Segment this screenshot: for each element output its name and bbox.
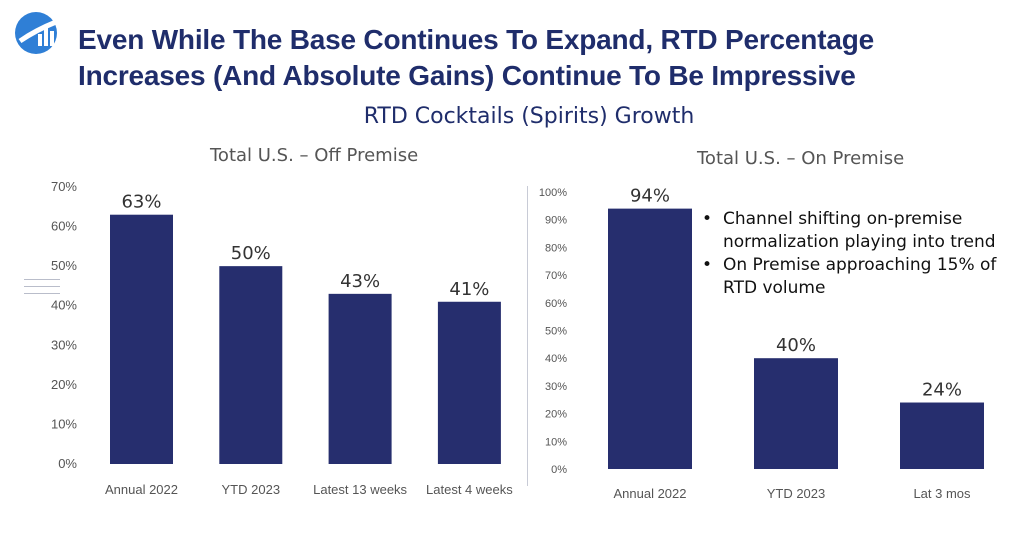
off-premise-category-label: YTD 2023 [222, 482, 281, 497]
key-point-item: • On Premise approaching 15% of RTD volu… [702, 254, 1018, 300]
page-title: Even While The Base Continues To Expand,… [78, 22, 1008, 94]
on-premise-y-tick-label: 10% [545, 436, 567, 448]
key-point-text: On Premise approaching 15% of RTD volume [723, 255, 997, 298]
menu-icon [24, 279, 60, 299]
on-premise-y-tick-label: 60% [545, 298, 567, 310]
off-premise-bar [219, 266, 283, 464]
on-premise-bar [608, 208, 692, 469]
on-premise-y-tick-label: 80% [545, 242, 567, 254]
off-premise-data-label: 43% [340, 271, 380, 292]
on-premise-category-label: Annual 2022 [613, 486, 686, 501]
on-premise-y-tick-label: 70% [545, 270, 567, 282]
page-subtitle: RTD Cocktails (Spirits) Growth [363, 104, 695, 129]
off-premise-data-label: 41% [449, 279, 489, 300]
logo-icon [15, 12, 57, 54]
on-premise-bar [900, 402, 984, 469]
chart-divider [527, 186, 528, 486]
page-title-line-2: Increases (And Absolute Gains) Continue … [78, 60, 856, 91]
on-premise-bar-chart: 0% 10% 20% 30% 40% 50% 60% 70% 80% 90% 100% 94% Annu… [539, 186, 984, 501]
on-premise-category-label: YTD 2023 [767, 486, 826, 501]
off-premise-category-label: Latest 4 weeks [426, 482, 513, 497]
on-premise-y-tick-label: 0% [551, 464, 567, 476]
on-premise-y-tick-label: 100% [539, 187, 567, 199]
on-premise-chart-title: Total U.S. – On Premise [697, 148, 905, 169]
off-premise-bar [328, 293, 392, 464]
bullet-marker: • [702, 209, 713, 229]
off-premise-bar-chart: 0% 10% 20% 30% 40% 50% 60% 70% 63% Annual 2022 50%… [51, 179, 513, 497]
on-premise-y-tick-label: 30% [545, 381, 567, 393]
off-premise-data-label: 50% [231, 243, 271, 264]
off-premise-y-tick-label: 70% [51, 179, 77, 194]
on-premise-bar [754, 358, 838, 469]
on-premise-y-tick-label: 90% [545, 215, 567, 227]
bullet-marker: • [702, 255, 713, 275]
key-points-list: • Channel shifting on-premise normalizat… [702, 208, 1018, 300]
off-premise-category-label: Latest 13 weeks [313, 482, 407, 497]
off-premise-y-tick-label: 10% [51, 416, 77, 431]
on-premise-y-tick-label: 50% [545, 326, 567, 338]
on-premise-category-label: Lat 3 mos [913, 486, 971, 501]
on-premise-data-label: 24% [922, 380, 962, 401]
off-premise-y-tick-label: 0% [58, 456, 77, 471]
off-premise-y-tick-label: 60% [51, 219, 77, 234]
key-point-item: • Channel shifting on-premise normalizat… [702, 208, 1018, 254]
page-title-line-1: Even While The Base Continues To Expand,… [78, 24, 874, 55]
off-premise-y-tick-label: 30% [51, 337, 77, 352]
off-premise-bar [437, 301, 501, 464]
off-premise-data-label: 63% [121, 192, 161, 213]
on-premise-y-tick-label: 40% [545, 353, 567, 365]
off-premise-bar [110, 214, 173, 464]
off-premise-y-tick-label: 40% [51, 298, 77, 313]
off-premise-y-tick-label: 20% [51, 377, 77, 392]
off-premise-y-tick-label: 50% [51, 258, 77, 273]
on-premise-data-label: 94% [630, 186, 670, 207]
on-premise-y-tick-label: 20% [545, 409, 567, 421]
off-premise-category-label: Annual 2022 [105, 482, 178, 497]
on-premise-data-label: 40% [776, 335, 816, 356]
off-premise-chart-title: Total U.S. – Off Premise [210, 145, 419, 166]
key-point-text: Channel shifting on-premise normalizatio… [723, 209, 996, 252]
